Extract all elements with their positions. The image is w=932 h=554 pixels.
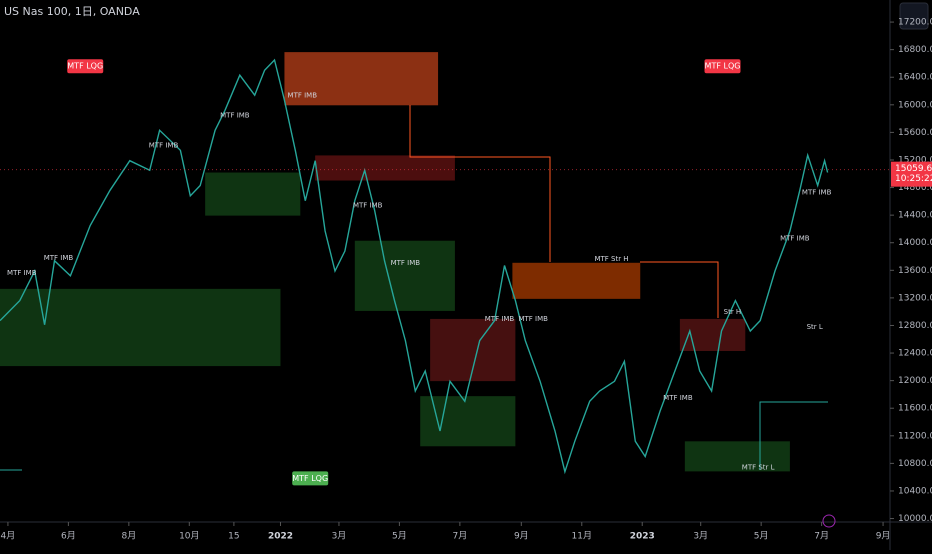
badge-bg (292, 471, 329, 486)
y-tick-label: 12000.0 (898, 376, 932, 386)
y-tick-label: 12800.0 (898, 321, 932, 331)
level-line (409, 105, 551, 262)
zone (205, 172, 301, 216)
x-tick-label: 2023 (630, 532, 655, 542)
badge-label: MTF LQG (292, 474, 328, 483)
flash-icon[interactable] (822, 514, 836, 528)
y-tick-label: 10000.0 (898, 514, 932, 524)
x-tick-label: 9月 (514, 531, 529, 542)
annotation: MTF IMB (149, 141, 179, 149)
annotation: MTF IMB (663, 394, 693, 402)
x-tick-label: 8月 (121, 531, 136, 542)
y-tick-label: 17200.0 (898, 18, 932, 28)
x-tick-label: 3月 (332, 531, 347, 542)
annotation: MTF IMB (220, 111, 250, 119)
settings-button[interactable] (899, 2, 929, 30)
annotation: Str L (807, 323, 823, 331)
zone (684, 441, 790, 472)
x-tick-label: 2022 (268, 532, 293, 542)
x-tick-label: 4月 (1, 531, 16, 542)
countdown-label: 10:25:22 (895, 174, 932, 184)
zone (512, 262, 641, 299)
annotation: MTF IMB (485, 315, 515, 323)
annotation: MTF IMB (802, 189, 832, 197)
y-tick-label: 14800.0 (898, 183, 932, 193)
badge-bg (67, 59, 104, 74)
chart-title: US Nas 100, 1日, OANDA (4, 5, 140, 18)
annotation: MTF IMB (391, 259, 421, 267)
x-tick-label: 7月 (452, 531, 467, 542)
annotation: MTF Str L (742, 463, 775, 471)
annotation: MTF IMB (780, 235, 810, 243)
badge-bg (704, 59, 741, 74)
last-price-box (891, 161, 932, 187)
y-tick-label: 16400.0 (898, 73, 932, 83)
annotation: MTF IMB (7, 269, 37, 277)
zone (420, 396, 516, 447)
y-tick-label: 10800.0 (898, 459, 932, 469)
zone (354, 240, 455, 311)
y-tick-label: 14400.0 (898, 211, 932, 221)
x-tick-label: 10月 (179, 531, 199, 542)
y-tick-label: 15600.0 (898, 128, 932, 138)
zone (284, 52, 439, 106)
annotation: MTF IMB (353, 202, 383, 210)
last-price-label: 15059.6 (895, 164, 932, 174)
y-tick-label: 13200.0 (898, 293, 932, 303)
annotation: MTF IMB (518, 315, 548, 323)
zone (315, 155, 455, 181)
x-tick-label: 6月 (61, 531, 76, 542)
zone (0, 288, 281, 367)
annotation: MTF IMB (288, 91, 318, 99)
y-tick-label: 14000.0 (898, 238, 932, 248)
x-tick-label: 5月 (392, 531, 407, 542)
x-tick-label: 7月 (814, 531, 829, 542)
annotation: MTF Str H (594, 255, 628, 263)
y-tick-label: 16800.0 (898, 45, 932, 55)
y-tick-label: 11600.0 (898, 404, 932, 414)
x-tick-label: 5月 (754, 531, 769, 542)
badge-label: MTF LQG (67, 62, 103, 71)
y-tick-label: 10400.0 (898, 486, 932, 496)
x-tick-label: 15 (228, 532, 239, 542)
x-tick-label: 3月 (693, 531, 708, 542)
zone (679, 318, 746, 351)
level-line (759, 401, 828, 470)
y-tick-label: 12400.0 (898, 349, 932, 359)
y-tick-label: 11200.0 (898, 431, 932, 441)
y-tick-label: 13600.0 (898, 266, 932, 276)
x-tick-label: 9月 (876, 531, 891, 542)
price-line (0, 58, 829, 475)
badge-label: MTF LQG (705, 62, 741, 71)
level-line (640, 261, 719, 318)
y-tick-label: 16000.0 (898, 100, 932, 110)
annotation: MTF IMB (44, 254, 74, 262)
y-tick-label: 15200.0 (898, 155, 932, 165)
x-tick-label: 11月 (572, 531, 592, 542)
annotation: Str H (724, 308, 742, 316)
